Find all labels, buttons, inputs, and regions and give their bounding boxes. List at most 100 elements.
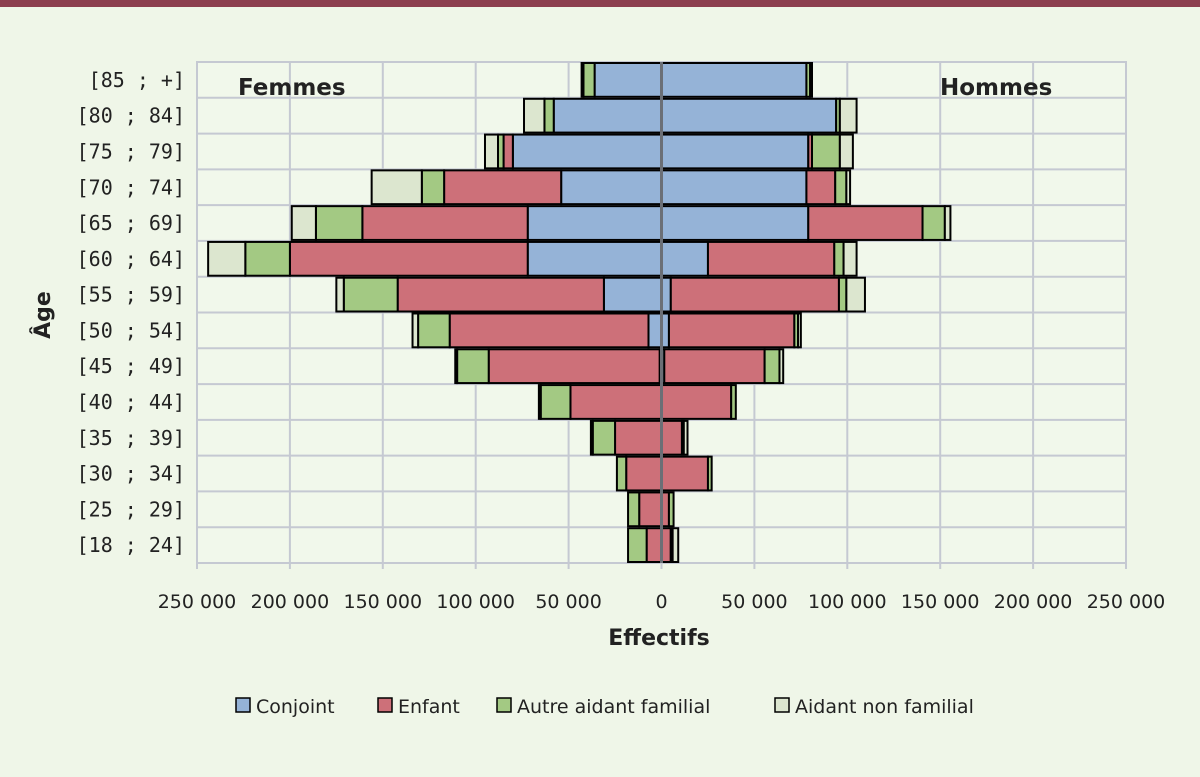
x-tick-label: 50 000 [535,591,601,613]
bar-femmes-conjoint [552,97,663,134]
bar-femmes-aidant-non-familial [454,348,459,385]
y-axis-title: Âge [30,291,56,339]
bar-femmes-enfant [638,491,663,528]
y-tick-label: [65 ; 69] [77,211,185,235]
bar-hommes-enfant [667,312,796,349]
legend-item: Aidant non familial [774,696,974,718]
top-accent-bar [0,0,1200,7]
legend-item: Enfant [377,696,460,718]
x-tick-label: 150 000 [901,591,980,613]
bar-femmes-conjoint [647,312,663,349]
legend-item: Conjoint [235,696,335,718]
legend-label: Conjoint [256,696,335,718]
bar-hommes-autre-aidant-familial [834,169,848,206]
bar-femmes-enfant [569,384,663,420]
bar-hommes-autre-aidant-familial [810,133,841,170]
x-tick-label: 0 [655,591,667,613]
bar-femmes-autre-aidant-familial [456,348,490,385]
bar-hommes-conjoint [660,133,810,170]
bar-hommes-conjoint [660,62,808,98]
bar-femmes-aidant-non-familial [335,276,345,313]
legend-swatch [377,697,393,713]
bar-hommes-autre-aidant-familial [833,240,845,277]
bar-hommes-enfant [706,240,836,277]
x-tick-label: 50 000 [721,591,787,613]
bar-hommes-aidant-non-familial [838,97,858,134]
bar-hommes-enfant [807,205,924,241]
bar-femmes-enfant [625,455,663,492]
y-tick-label: [80 ; 84] [77,104,185,128]
bar-femmes-conjoint [526,240,663,277]
bar-femmes-autre-aidant-familial [627,491,641,528]
bar-femmes-aidant-non-familial [370,169,423,206]
bar-hommes-autre-aidant-familial [837,276,848,313]
y-tick-label: [85 ; +] [89,68,185,92]
y-tick-labels: [85 ; +] [80 ; 84] [75 ; 79] [70 ; 74] [65 ;… [77,68,185,557]
bar-hommes-conjoint [660,169,808,206]
bar-femmes-autre-aidant-familial [420,169,446,206]
bar-hommes-aidant-non-familial [845,169,852,206]
bar-hommes-enfant [660,455,709,492]
bar-femmes-autre-aidant-familial [543,97,555,134]
bar-femmes-enfant [448,312,650,349]
bar-femmes-autre-aidant-familial [591,419,617,456]
bar-hommes-autre-aidant-familial [706,455,713,492]
bar-hommes-aidant-non-familial [682,419,689,456]
x-axis-title: Effectifs [608,626,710,651]
bar-femmes-enfant [645,527,663,564]
legend-item: Autre aidant familial [496,696,710,718]
bar-hommes-aidant-non-familial [809,62,813,98]
y-tick-label: [75 ; 79] [77,139,185,163]
x-tick-label: 250 000 [158,591,237,613]
bar-femmes-autre-aidant-familial [627,527,648,564]
bar-hommes-aidant-non-familial [778,348,785,385]
x-tick-label: 100 000 [808,591,887,613]
y-tick-label: [50 ; 54] [77,318,185,342]
bar-femmes-aidant-non-familial [537,384,542,420]
bar-femmes-aidant-non-familial [483,133,499,170]
y-tick-label: [25 ; 29] [77,497,185,521]
bar-hommes-aidant-non-familial [845,276,866,313]
legend-swatch [496,697,512,713]
bar-femmes-conjoint [526,205,663,241]
bar-hommes-autre-aidant-familial [667,491,675,528]
bar-femmes-aidant-non-familial [523,97,546,134]
bar-femmes-autre-aidant-familial [582,62,596,98]
y-tick-label: [30 ; 34] [77,462,185,486]
bar-femmes-aidant-non-familial [589,419,594,456]
bar-femmes-conjoint [560,169,663,206]
bar-femmes-autre-aidant-familial [539,384,572,420]
x-tick-labels: 250 000 200 000 150 000 100 000 50 000 0 50 00… [158,591,1166,613]
bar-hommes-autre-aidant-familial [763,348,781,385]
y-tick-label: [55 ; 59] [77,283,185,307]
y-tick-label: [45 ; 49] [77,354,185,378]
bar-hommes-enfant [805,169,837,206]
bar-femmes-conjoint [511,133,663,170]
bar-hommes-aidant-non-familial [838,133,854,170]
bar-hommes-aidant-non-familial [671,527,680,564]
x-tick-label: 200 000 [994,591,1073,613]
bar-femmes-enfant [396,276,605,313]
legend-label: Autre aidant familial [517,696,710,718]
bar-hommes-enfant [660,384,733,420]
bar-hommes-aidant-non-familial [842,240,858,277]
bar-femmes-autre-aidant-familial [314,205,364,241]
bar-femmes-autre-aidant-familial [342,276,399,313]
legend-label: Enfant [398,696,460,718]
side-label-femmes: Femmes [238,75,346,101]
y-tick-label: [35 ; 39] [77,426,185,450]
bar-hommes-autre-aidant-familial [730,384,737,420]
x-tick-label: 150 000 [344,591,423,613]
bar-femmes-autre-aidant-familial [615,455,628,492]
bar-femmes-enfant [443,169,563,206]
side-label-hommes: Hommes [940,75,1052,101]
y-tick-label: [70 ; 74] [77,175,185,199]
bar-hommes-aidant-non-familial [797,312,802,349]
bar-hommes-conjoint [660,97,838,134]
bar-femmes-enfant [487,348,661,385]
legend-swatch [774,697,790,713]
bar-femmes-conjoint [602,276,663,313]
bar-hommes-aidant-non-familial [943,205,952,241]
x-tick-label: 200 000 [251,591,330,613]
